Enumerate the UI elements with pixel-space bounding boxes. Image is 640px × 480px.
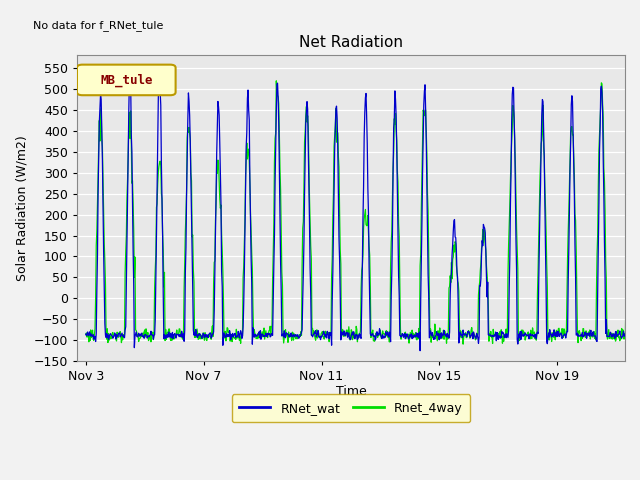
Rnet_4way — [550, 335, 558, 340]
Rnet_4way — [414, 331, 422, 336]
Title: Net Radiation: Net Radiation — [299, 35, 403, 50]
FancyBboxPatch shape — [77, 65, 175, 95]
RNet_wat — [156, 67, 163, 72]
Line: Rnet_4way: Rnet_4way — [86, 81, 640, 344]
Rnet_4way — [278, 283, 286, 288]
RNet_wat — [414, 331, 422, 336]
Rnet_4way — [460, 341, 467, 347]
RNet_wat — [202, 332, 209, 337]
Rnet_4way — [343, 327, 351, 333]
Rnet_4way — [435, 336, 443, 341]
RNet_wat — [82, 331, 90, 337]
Legend: RNet_wat, Rnet_4way: RNet_wat, Rnet_4way — [232, 394, 470, 422]
Text: No data for f_RNet_tule: No data for f_RNet_tule — [33, 20, 163, 31]
Rnet_4way — [273, 78, 280, 84]
Rnet_4way — [82, 332, 90, 337]
X-axis label: Time: Time — [335, 384, 366, 397]
Line: RNet_wat: RNet_wat — [86, 70, 640, 351]
Rnet_4way — [201, 330, 209, 336]
Text: MB_tule: MB_tule — [100, 73, 152, 86]
RNet_wat — [436, 332, 444, 337]
RNet_wat — [343, 329, 351, 335]
Y-axis label: Solar Radiation (W/m2): Solar Radiation (W/m2) — [15, 135, 28, 281]
RNet_wat — [416, 348, 424, 354]
RNet_wat — [550, 327, 558, 333]
RNet_wat — [278, 332, 286, 337]
